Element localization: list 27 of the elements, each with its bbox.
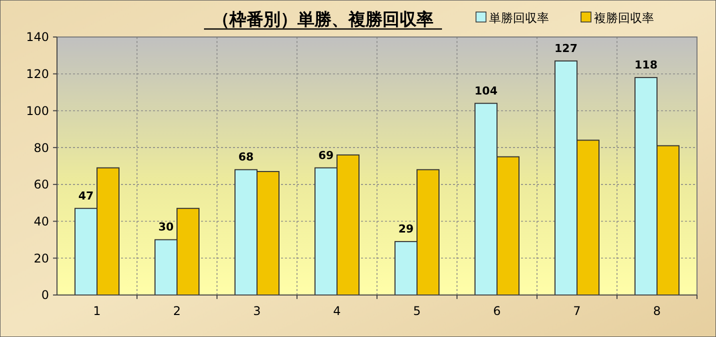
- data-label: 30: [158, 220, 174, 234]
- x-tick-label: 8: [653, 304, 661, 318]
- data-label: 118: [634, 58, 658, 72]
- x-tick-label: 5: [413, 304, 421, 318]
- y-tick-label: 120: [26, 67, 49, 82]
- legend-label: 単勝回収率: [489, 11, 549, 25]
- x-tick-label: 6: [493, 304, 501, 318]
- data-label: 127: [554, 42, 578, 55]
- x-tick-label: 3: [253, 304, 261, 318]
- y-tick-label: 0: [41, 288, 49, 302]
- data-label: 104: [474, 84, 498, 98]
- data-label: 69: [318, 148, 334, 162]
- legend-label: 複勝回収率: [594, 11, 654, 25]
- x-tick-label: 2: [173, 304, 181, 318]
- chart-title: （枠番別）単勝、複勝回収率: [212, 10, 434, 30]
- x-tick-label: 4: [333, 304, 341, 318]
- data-label: 68: [238, 150, 254, 164]
- y-tick-label: 80: [34, 140, 49, 155]
- y-tick-label: 60: [34, 178, 49, 192]
- x-tick-label: 1: [93, 304, 101, 318]
- y-tick-label: 140: [26, 30, 49, 44]
- data-label: 47: [78, 189, 94, 202]
- y-tick-label: 20: [34, 251, 49, 266]
- data-label: 29: [398, 222, 414, 236]
- y-tick-label: 100: [26, 104, 49, 118]
- x-tick-label: 7: [573, 304, 581, 318]
- y-tick-label: 40: [34, 214, 49, 228]
